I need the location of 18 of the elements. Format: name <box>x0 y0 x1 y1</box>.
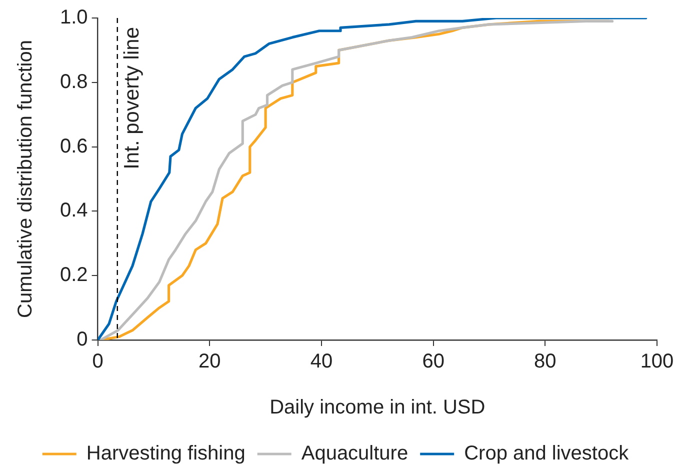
y-tick-label: 0.6 <box>60 135 88 158</box>
y-tick-label: 0.8 <box>60 70 88 93</box>
ref-line-label: Int. poverty line <box>120 27 144 170</box>
y-tick-label: 0.4 <box>60 200 88 222</box>
x-tick-label: 60 <box>422 350 444 373</box>
x-axis-title: Daily income in int. USD <box>270 396 486 419</box>
legend-label: Aquaculture <box>301 442 408 465</box>
x-tick-label: 80 <box>534 350 556 373</box>
y-axis-title: Cumulative distribution function <box>14 40 37 318</box>
y-tick-label: 0.2 <box>60 264 88 286</box>
x-tick-label: 40 <box>310 350 333 373</box>
y-tick-label: 1.0 <box>60 6 88 29</box>
x-tick-label: 0 <box>92 350 104 373</box>
legend-label: Harvesting fishing <box>86 442 246 465</box>
x-tick-label: 100 <box>640 350 674 373</box>
legend-label: Crop and livestock <box>464 442 630 465</box>
x-tick-label: 20 <box>198 350 221 373</box>
y-tick-label: 0 <box>76 328 88 351</box>
